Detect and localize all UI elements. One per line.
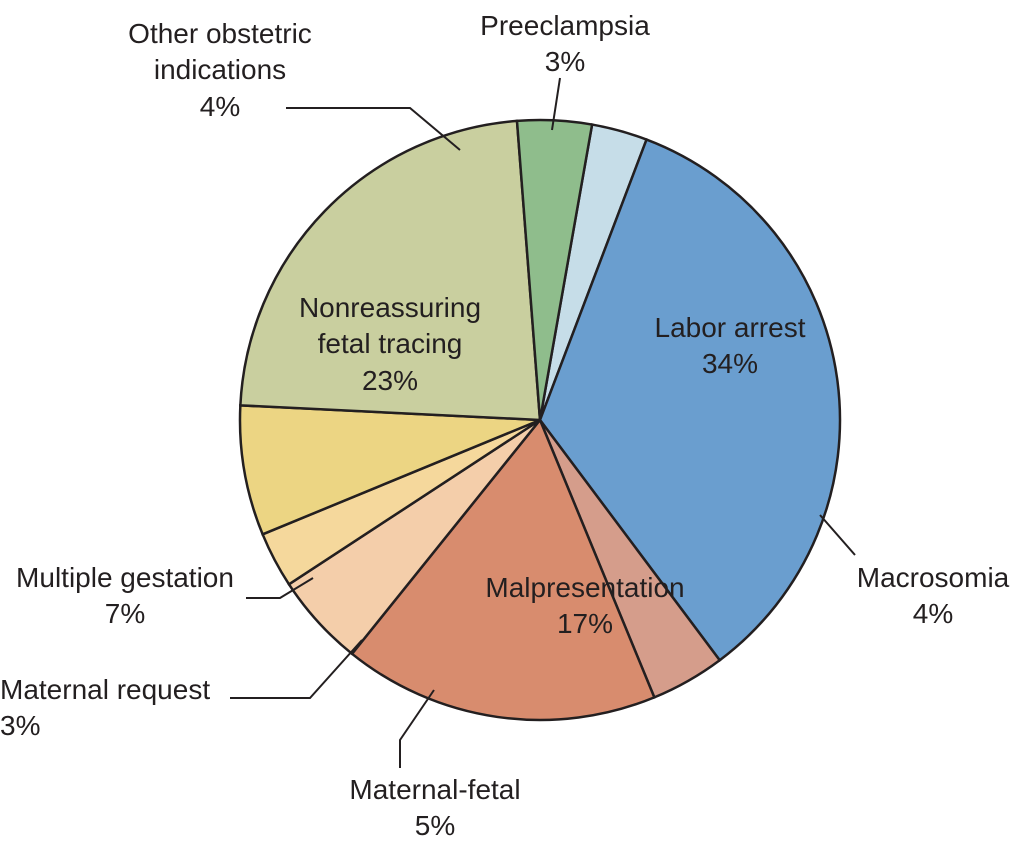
slice-text-2: fetal tracing: [260, 326, 520, 362]
leader-maternal_fetal: [400, 690, 434, 768]
slice-text: Macrosomia: [838, 560, 1025, 596]
slice-percent: 4%: [90, 89, 350, 125]
slice-label-nonreassuring: Nonreassuring fetal tracing 23%: [260, 290, 520, 399]
pie-chart-container: Labor arrest 34% Malpresentation 17% Non…: [0, 0, 1025, 853]
slice-text: Malpresentation: [455, 570, 715, 606]
leader-macrosomia: [820, 515, 855, 555]
slice-percent: 4%: [838, 596, 1025, 632]
outside-label-multiple-gestation: Multiple gestation 7%: [0, 560, 250, 633]
outside-label-maternal-request: Maternal request 3%: [0, 672, 230, 745]
slice-text: Other obstetric: [90, 16, 350, 52]
slice-percent: 7%: [0, 596, 250, 632]
slice-text: Maternal request: [0, 672, 230, 708]
slice-text: Preeclampsia: [455, 8, 675, 44]
outside-label-preeclampsia: Preeclampsia 3%: [455, 8, 675, 81]
slice-label-labor-arrest: Labor arrest 34%: [600, 310, 860, 383]
leader-maternal_request: [230, 640, 362, 698]
slice-percent: 5%: [320, 808, 550, 844]
slice-percent: 3%: [0, 708, 230, 744]
outside-label-maternal-fetal: Maternal-fetal 5%: [320, 772, 550, 845]
slice-label-malpresentation: Malpresentation 17%: [455, 570, 715, 643]
slice-text: Nonreassuring: [260, 290, 520, 326]
outside-label-macrosomia: Macrosomia 4%: [838, 560, 1025, 633]
slice-percent: 34%: [600, 346, 860, 382]
slice-percent: 23%: [260, 363, 520, 399]
slice-text: Maternal-fetal: [320, 772, 550, 808]
slice-percent: 17%: [455, 606, 715, 642]
slice-text: Labor arrest: [600, 310, 860, 346]
slice-text: Multiple gestation: [0, 560, 250, 596]
slice-percent: 3%: [455, 44, 675, 80]
outside-label-other-obstetric: Other obstetric indications 4%: [90, 16, 350, 125]
slice-text-2: indications: [90, 52, 350, 88]
